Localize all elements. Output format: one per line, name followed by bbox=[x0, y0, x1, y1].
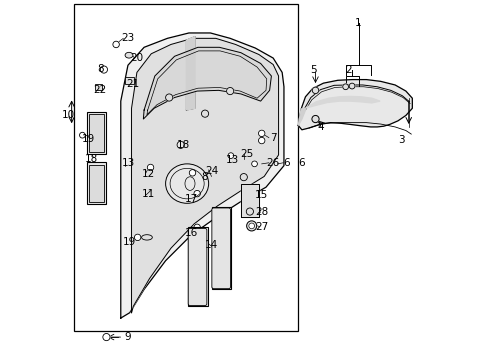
Polygon shape bbox=[241, 184, 258, 217]
Circle shape bbox=[246, 208, 253, 215]
Text: 21: 21 bbox=[126, 79, 139, 89]
Bar bbox=[213, 210, 228, 287]
Text: 12: 12 bbox=[142, 168, 155, 179]
Ellipse shape bbox=[125, 52, 133, 58]
Text: 13: 13 bbox=[225, 155, 238, 165]
Circle shape bbox=[348, 83, 354, 89]
Text: 24: 24 bbox=[204, 166, 218, 176]
Text: 25: 25 bbox=[240, 149, 253, 159]
Text: 10: 10 bbox=[62, 111, 75, 121]
Circle shape bbox=[102, 333, 110, 341]
Text: 18: 18 bbox=[84, 154, 98, 164]
Circle shape bbox=[194, 224, 200, 230]
Text: 9: 9 bbox=[124, 332, 131, 342]
Text: 7: 7 bbox=[269, 133, 276, 143]
Text: 11: 11 bbox=[142, 189, 155, 199]
Ellipse shape bbox=[142, 235, 152, 240]
Text: 16: 16 bbox=[184, 228, 198, 238]
FancyBboxPatch shape bbox=[211, 208, 230, 289]
Text: 18: 18 bbox=[177, 140, 190, 150]
Circle shape bbox=[165, 94, 172, 101]
Text: 23: 23 bbox=[121, 33, 134, 43]
Text: 8: 8 bbox=[97, 64, 103, 74]
Circle shape bbox=[100, 66, 107, 73]
Bar bbox=[94, 84, 102, 90]
Bar bbox=[190, 230, 204, 304]
Text: 14: 14 bbox=[204, 240, 218, 250]
Circle shape bbox=[240, 174, 247, 181]
Text: 3: 3 bbox=[397, 135, 404, 145]
Bar bbox=[89, 114, 103, 152]
Circle shape bbox=[227, 153, 233, 158]
Text: 19: 19 bbox=[81, 134, 95, 144]
Polygon shape bbox=[131, 39, 278, 313]
Ellipse shape bbox=[165, 164, 208, 203]
Circle shape bbox=[147, 164, 153, 171]
Circle shape bbox=[311, 116, 319, 123]
Circle shape bbox=[246, 221, 256, 231]
Polygon shape bbox=[121, 33, 284, 318]
Circle shape bbox=[80, 132, 85, 138]
Bar bbox=[211, 207, 231, 289]
Text: 5: 5 bbox=[309, 64, 316, 75]
Circle shape bbox=[189, 170, 195, 176]
Circle shape bbox=[177, 141, 184, 148]
Circle shape bbox=[113, 41, 119, 48]
Text: 17: 17 bbox=[184, 194, 198, 204]
Circle shape bbox=[312, 87, 318, 94]
Circle shape bbox=[194, 190, 200, 197]
Bar bbox=[125, 77, 134, 84]
Bar bbox=[89, 165, 103, 202]
Polygon shape bbox=[298, 80, 411, 130]
Text: 6: 6 bbox=[283, 158, 289, 168]
Circle shape bbox=[226, 87, 233, 95]
Text: 15: 15 bbox=[255, 190, 268, 200]
Circle shape bbox=[251, 161, 257, 167]
Text: 6: 6 bbox=[297, 158, 304, 168]
Circle shape bbox=[201, 110, 208, 117]
Polygon shape bbox=[305, 96, 379, 108]
Bar bbox=[87, 162, 106, 204]
Text: 20: 20 bbox=[130, 53, 143, 63]
Circle shape bbox=[342, 84, 348, 90]
Text: 4: 4 bbox=[317, 122, 323, 132]
Text: 27: 27 bbox=[255, 222, 268, 232]
Text: 1: 1 bbox=[354, 18, 361, 28]
Text: 28: 28 bbox=[255, 207, 268, 217]
Polygon shape bbox=[186, 37, 195, 110]
Text: 8: 8 bbox=[201, 172, 207, 182]
Bar bbox=[74, 4, 298, 330]
Text: 13: 13 bbox=[121, 158, 134, 168]
Bar bbox=[187, 227, 207, 306]
FancyBboxPatch shape bbox=[188, 228, 206, 306]
Circle shape bbox=[134, 234, 141, 240]
Circle shape bbox=[258, 130, 264, 136]
Circle shape bbox=[248, 223, 254, 229]
Text: 2: 2 bbox=[345, 64, 351, 75]
Text: 22: 22 bbox=[94, 85, 107, 95]
Polygon shape bbox=[143, 47, 271, 119]
Circle shape bbox=[258, 137, 264, 144]
Text: 19: 19 bbox=[122, 237, 135, 247]
Polygon shape bbox=[298, 108, 305, 126]
Bar bbox=[87, 112, 106, 154]
Text: 26: 26 bbox=[266, 158, 279, 168]
